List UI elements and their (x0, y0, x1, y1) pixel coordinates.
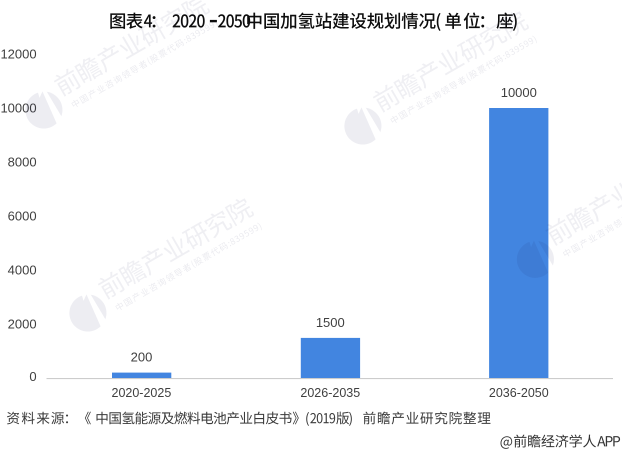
svg-text:2036-2050: 2036-2050 (489, 386, 549, 400)
svg-text:12000: 12000 (0, 47, 36, 62)
svg-text:4000: 4000 (8, 263, 37, 278)
svg-text:2026-2035: 2026-2035 (300, 386, 360, 400)
svg-text:6000: 6000 (8, 209, 37, 224)
svg-text:2000: 2000 (8, 317, 37, 332)
svg-text:0: 0 (29, 369, 36, 384)
svg-text:200: 200 (131, 350, 153, 365)
svg-text:10000: 10000 (501, 85, 537, 100)
svg-text:1500: 1500 (316, 315, 345, 330)
svg-text:2020-2025: 2020-2025 (112, 386, 172, 400)
svg-text:8000: 8000 (8, 155, 37, 170)
